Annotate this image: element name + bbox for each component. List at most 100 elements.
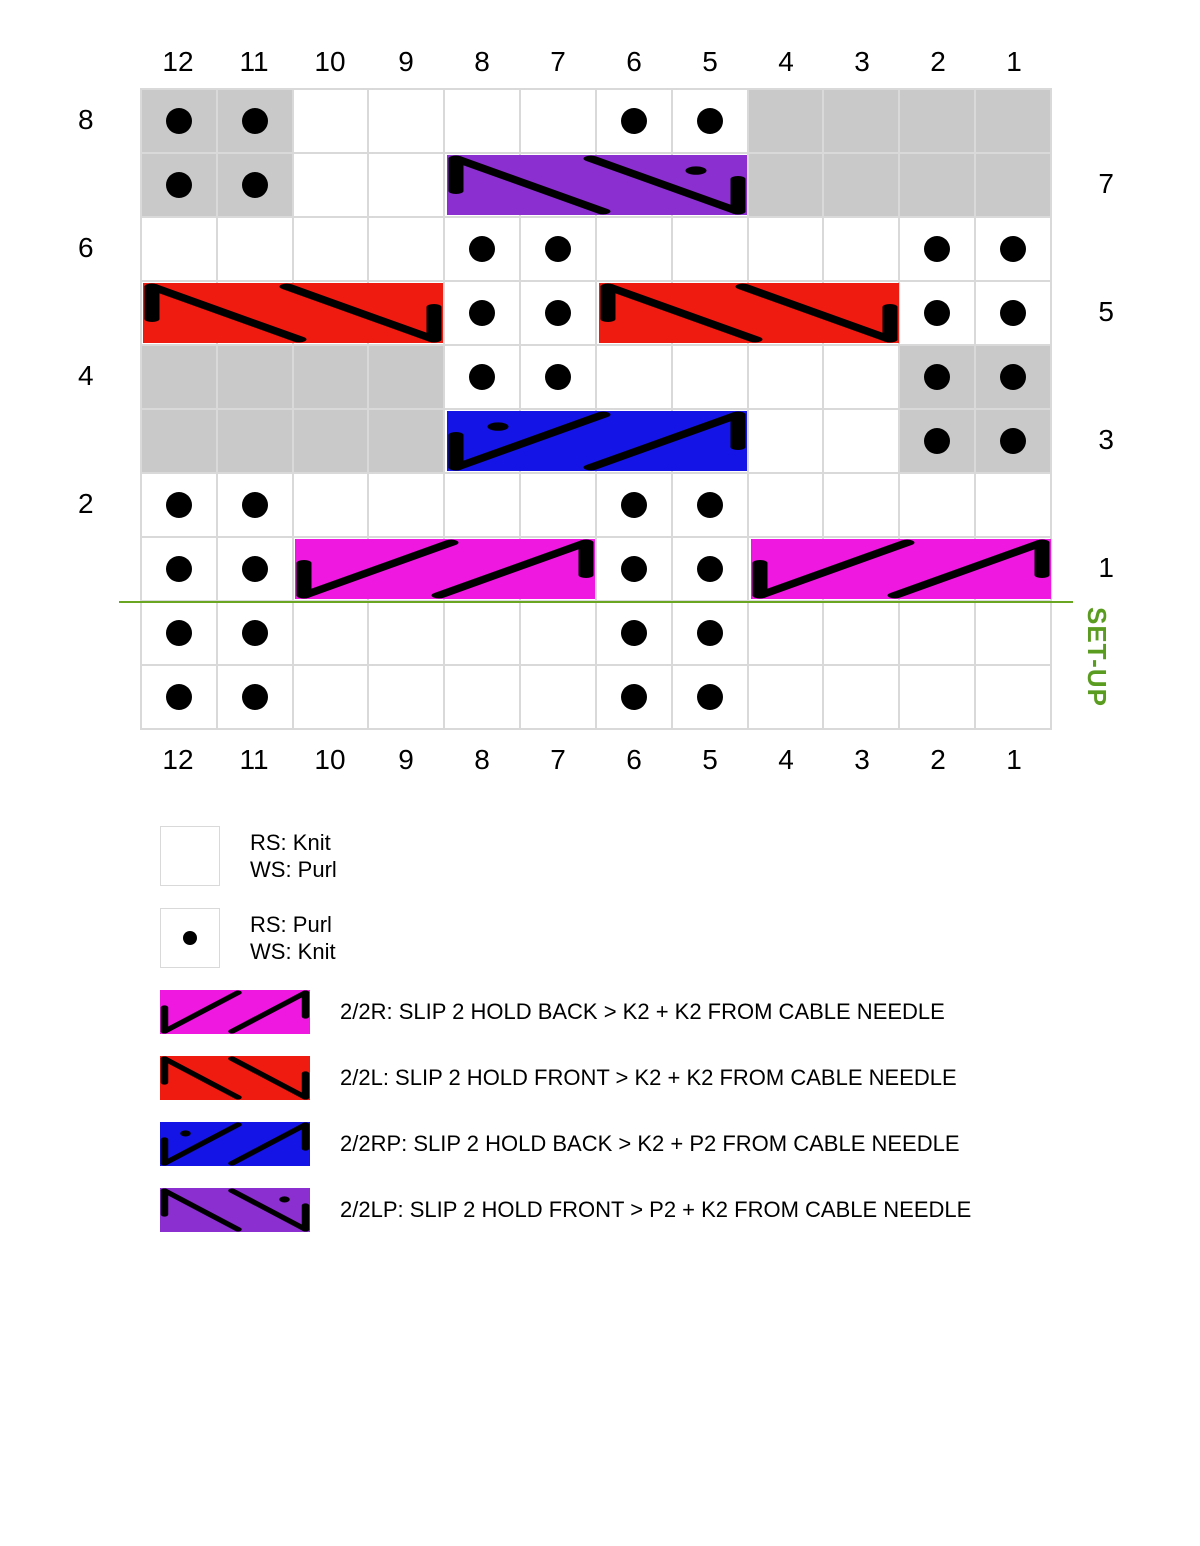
- purl-dot-icon: [621, 684, 647, 710]
- chart-cell: [368, 89, 444, 153]
- cable-2-2l: [599, 283, 899, 343]
- column-label: 2: [900, 738, 976, 786]
- row-label: 7: [1052, 152, 1132, 216]
- column-label: 6: [596, 738, 672, 786]
- legend-swatch: [160, 1056, 310, 1100]
- chart-cell: [368, 409, 444, 473]
- chart-cell: [596, 473, 672, 537]
- row-label: 5: [1052, 280, 1132, 344]
- chart-cell: [368, 217, 444, 281]
- chart-cell: [823, 153, 899, 217]
- column-label: 2: [900, 40, 976, 88]
- column-label: 10: [292, 40, 368, 88]
- chart-cell: [748, 473, 824, 537]
- chart-cell: [672, 537, 748, 601]
- chart-cell: [293, 601, 369, 665]
- purl-dot-icon: [545, 364, 571, 390]
- chart-cell: [217, 601, 293, 665]
- purl-dot-icon: [242, 620, 268, 646]
- legend-swatch: [160, 908, 220, 968]
- purl-dot-icon: [183, 931, 197, 945]
- row-label: 3: [1052, 408, 1132, 472]
- chart-cell: [520, 473, 596, 537]
- chart-cell: [293, 345, 369, 409]
- legend-text: 2/2R: SLIP 2 HOLD BACK > K2 + K2 FROM CA…: [340, 998, 945, 1026]
- grid-row: [141, 409, 1051, 473]
- row-label: [60, 280, 140, 344]
- row-label: [60, 152, 140, 216]
- row-label: [1052, 88, 1132, 152]
- column-label: 6: [596, 40, 672, 88]
- chart-cell: [672, 601, 748, 665]
- chart-cell: [596, 217, 672, 281]
- row-label: [1052, 216, 1132, 280]
- legend-swatch: [160, 990, 310, 1034]
- row-labels-left: 8 6 4 2: [60, 88, 140, 728]
- chart-cell: [368, 473, 444, 537]
- chart-cell: [748, 153, 824, 217]
- grid-row: [141, 153, 1051, 217]
- legend-swatch: [160, 1188, 310, 1232]
- chart-cell: [368, 601, 444, 665]
- chart-cell: [217, 537, 293, 601]
- column-label: 7: [520, 40, 596, 88]
- chart-cell: [141, 601, 217, 665]
- setup-line: [119, 601, 1073, 603]
- purl-dot-icon: [1000, 364, 1026, 390]
- column-label: 3: [824, 738, 900, 786]
- chart-cell: [823, 665, 899, 729]
- grid-row: [141, 601, 1051, 665]
- purl-dot-icon: [1000, 300, 1026, 326]
- row-label: 2: [60, 472, 140, 536]
- purl-dot-icon: [924, 364, 950, 390]
- grid-row: [141, 345, 1051, 409]
- purl-dot-icon: [621, 108, 647, 134]
- chart-cell: [975, 345, 1051, 409]
- chart-cell: [899, 345, 975, 409]
- chart-cell: [596, 89, 672, 153]
- row-label: 6: [60, 216, 140, 280]
- legend-text: 2/2RP: SLIP 2 HOLD BACK > K2 + P2 FROM C…: [340, 1130, 960, 1158]
- purl-dot-icon: [545, 236, 571, 262]
- legend-item: 2/2L: SLIP 2 HOLD FRONT > K2 + K2 FROM C…: [160, 1056, 1100, 1100]
- row-label: 1: [1052, 536, 1132, 600]
- column-label: 8: [444, 40, 520, 88]
- row-label: 4: [60, 344, 140, 408]
- chart-cell: [823, 409, 899, 473]
- chart-cell: [520, 665, 596, 729]
- chart-cell: [141, 89, 217, 153]
- purl-dot-icon: [242, 108, 268, 134]
- column-label: 1: [976, 40, 1052, 88]
- chart-cell: [975, 473, 1051, 537]
- chart-cell: [596, 601, 672, 665]
- chart-cell: [368, 345, 444, 409]
- chart-cell: [217, 89, 293, 153]
- chart-cell: [975, 89, 1051, 153]
- column-label: 3: [824, 40, 900, 88]
- chart-cell: [444, 217, 520, 281]
- chart-cell: [748, 409, 824, 473]
- chart-cell: [293, 153, 369, 217]
- chart-cell: [141, 665, 217, 729]
- row-label: 8: [60, 88, 140, 152]
- purl-dot-icon: [242, 684, 268, 710]
- chart-cell: [748, 345, 824, 409]
- legend-item: 2/2RP: SLIP 2 HOLD BACK > K2 + P2 FROM C…: [160, 1122, 1100, 1166]
- chart-cell: [975, 217, 1051, 281]
- chart-cell: [520, 345, 596, 409]
- purl-dot-icon: [697, 492, 723, 518]
- chart-cell: [975, 665, 1051, 729]
- chart-cell: [899, 665, 975, 729]
- chart-cell: [975, 281, 1051, 345]
- purl-dot-icon: [242, 172, 268, 198]
- purl-dot-icon: [621, 556, 647, 582]
- chart-cell: [899, 281, 975, 345]
- legend: RS: KnitWS: PurlRS: PurlWS: Knit 2/2R: S…: [100, 826, 1100, 1232]
- chart-cell: [444, 601, 520, 665]
- column-label: 11: [216, 40, 292, 88]
- chart-cell: [823, 473, 899, 537]
- chart-cell: [293, 217, 369, 281]
- chart-cell: [293, 665, 369, 729]
- column-labels-top: 121110987654321: [140, 40, 1052, 88]
- cable-2-2r: [751, 539, 1051, 599]
